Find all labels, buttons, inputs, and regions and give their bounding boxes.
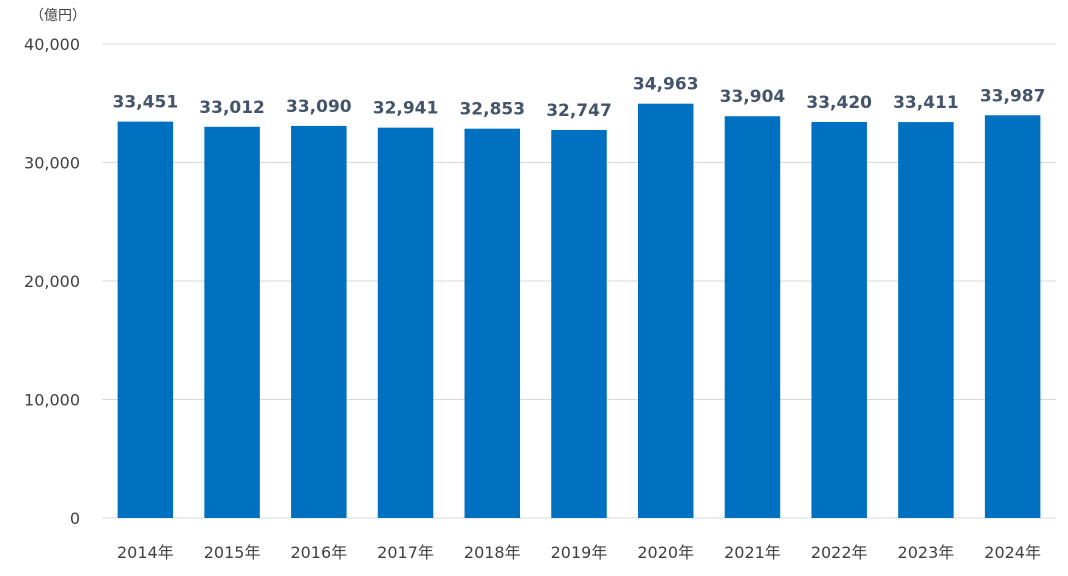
data-label: 33,012 (199, 98, 265, 118)
data-label: 33,987 (980, 86, 1046, 106)
data-labels: 33,451 33,012 33,090 32,941 32,853 32,747 34,9… (113, 75, 1046, 121)
bar (291, 125, 347, 519)
bar (637, 103, 694, 519)
bar (117, 121, 174, 518)
bars (117, 103, 1041, 519)
x-axis-ticks: 2014年 2015年 2016年 2017年 2018年 2019年 2020年 2021年… (117, 543, 1041, 562)
data-label: 33,411 (893, 93, 959, 113)
bar (204, 126, 260, 518)
bar (377, 127, 434, 519)
x-tick-label: 2017年 (377, 543, 434, 562)
data-label: 32,853 (459, 100, 525, 120)
data-label: 32,941 (373, 99, 439, 119)
data-label: 34,963 (633, 75, 699, 95)
data-label: 33,420 (806, 93, 872, 113)
bar (724, 116, 781, 518)
x-tick-label: 2018年 (464, 543, 521, 562)
x-tick-label: 2021年 (724, 543, 781, 562)
y-axis-unit-label: （億円） (30, 8, 86, 24)
data-label: 32,747 (546, 101, 612, 121)
bar (464, 128, 521, 518)
y-tick-label: 30,000 (24, 154, 80, 173)
bar (811, 121, 867, 519)
y-tick-label: 40,000 (24, 35, 80, 54)
bar (551, 129, 607, 518)
x-tick-label: 2014年 (117, 543, 174, 562)
y-axis-ticks: 0 10,000 20,000 30,000 40,000 (24, 35, 80, 528)
x-tick-label: 2024年 (984, 543, 1041, 562)
y-tick-label: 20,000 (24, 272, 80, 291)
y-tick-label: 0 (70, 509, 80, 528)
x-tick-label: 2022年 (811, 543, 868, 562)
data-label: 33,451 (113, 93, 179, 113)
bar (984, 115, 1041, 518)
x-tick-label: 2020年 (637, 543, 694, 562)
y-tick-label: 10,000 (24, 391, 80, 410)
x-tick-label: 2023年 (898, 543, 955, 562)
x-tick-label: 2019年 (551, 543, 608, 562)
bar (898, 122, 954, 518)
x-tick-label: 2016年 (290, 543, 347, 562)
data-label: 33,090 (286, 97, 352, 117)
x-tick-label: 2015年 (204, 543, 261, 562)
data-label: 33,904 (720, 87, 786, 107)
